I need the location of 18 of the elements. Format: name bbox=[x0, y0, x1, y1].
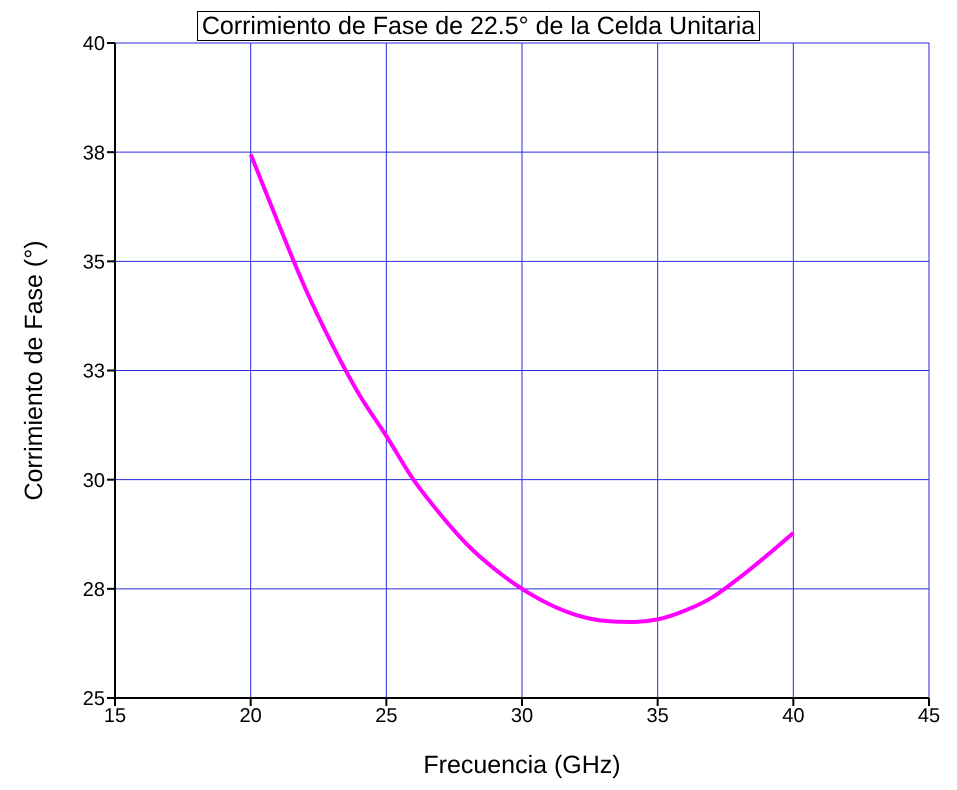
line-series bbox=[248, 152, 796, 624]
x-tick-label: 25 bbox=[375, 705, 398, 728]
x-tick-label: 45 bbox=[918, 705, 940, 728]
y-tick-label: 38 bbox=[82, 142, 105, 164]
chart-title: Corrimiento de Fase de 22.5° de la Celda Unitaria bbox=[196, 11, 760, 41]
y-tick-label: 25 bbox=[82, 688, 105, 710]
y-tick-label: 35 bbox=[82, 251, 105, 274]
y-axis-title: Corrimiento de Fase (°) bbox=[20, 240, 48, 501]
x-tick-label: 35 bbox=[646, 705, 669, 728]
y-tick-label: 30 bbox=[82, 470, 105, 492]
y-tick-label: 28 bbox=[82, 578, 105, 601]
x-tick-label: 40 bbox=[782, 705, 804, 728]
x-tick-label: 30 bbox=[510, 705, 534, 728]
y-tick-label: 40 bbox=[82, 33, 105, 56]
y-tick-label: 33 bbox=[82, 360, 105, 383]
x-tick-label: 15 bbox=[104, 705, 126, 728]
x-tick-label: 20 bbox=[240, 705, 262, 728]
x-axis-title: Frecuencia (GHz) bbox=[423, 751, 621, 779]
